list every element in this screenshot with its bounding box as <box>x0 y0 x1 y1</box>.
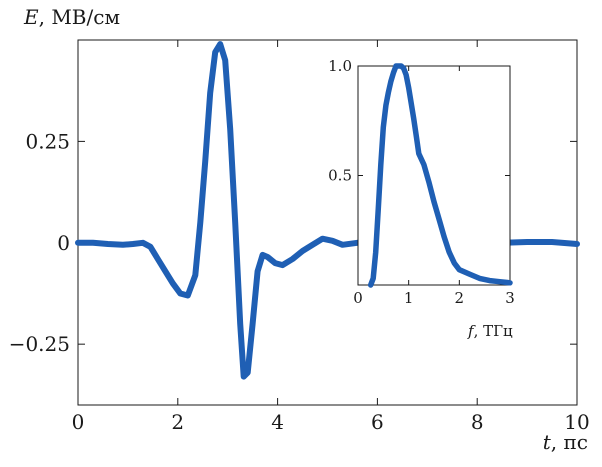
main-x-axis-label: t, пс <box>543 430 588 454</box>
inset-x-axis-symbol: f <box>467 322 476 340</box>
inset-series-group <box>367 63 513 288</box>
main-x-tick-label: 8 <box>471 410 484 434</box>
inset-series-line <box>367 63 513 288</box>
main-x-tick-label: 10 <box>564 410 589 434</box>
main-x-tick-label: 0 <box>72 410 85 434</box>
main-y-axis-label: E, МВ/см <box>23 5 120 29</box>
inset-x-tick-label: 0 <box>353 289 363 307</box>
main-y-tick-label: −0.25 <box>9 332 70 356</box>
main-y-tick-label: 0 <box>57 231 70 255</box>
main-x-tick-label: 6 <box>371 410 384 434</box>
main-y-axis-unit: , МВ/см <box>39 5 120 29</box>
inset-ticks <box>357 65 511 285</box>
main-x-axis-symbol: t <box>543 430 552 454</box>
main-x-tick-label: 2 <box>171 410 184 434</box>
inset-y-tick-label: 0.5 <box>328 167 352 185</box>
main-y-tick-label: 0.25 <box>25 129 70 153</box>
main-x-axis-unit: , пс <box>551 430 588 454</box>
inset-x-tick-labels: 0 1 2 3 <box>353 289 515 307</box>
inset-y-tick-labels: 0.5 1.0 <box>328 57 352 185</box>
inset-x-axis-label: f, ТГц <box>467 322 513 340</box>
inset-y-tick-label: 1.0 <box>328 57 352 75</box>
inset-x-tick-label: 1 <box>404 289 414 307</box>
inset-x-tick-label: 3 <box>505 289 515 307</box>
inset-x-axis-unit: , ТГц <box>474 322 513 340</box>
main-plot-frame <box>77 39 578 406</box>
main-x-tick-label: 4 <box>271 410 284 434</box>
inset-x-tick-label: 2 <box>455 289 465 307</box>
main-y-tick-labels: −0.25 0 0.25 <box>9 129 70 356</box>
main-y-axis-symbol: E <box>23 5 39 29</box>
inset-background <box>358 66 510 285</box>
main-x-tick-labels: 0 2 4 6 8 10 <box>72 410 590 434</box>
